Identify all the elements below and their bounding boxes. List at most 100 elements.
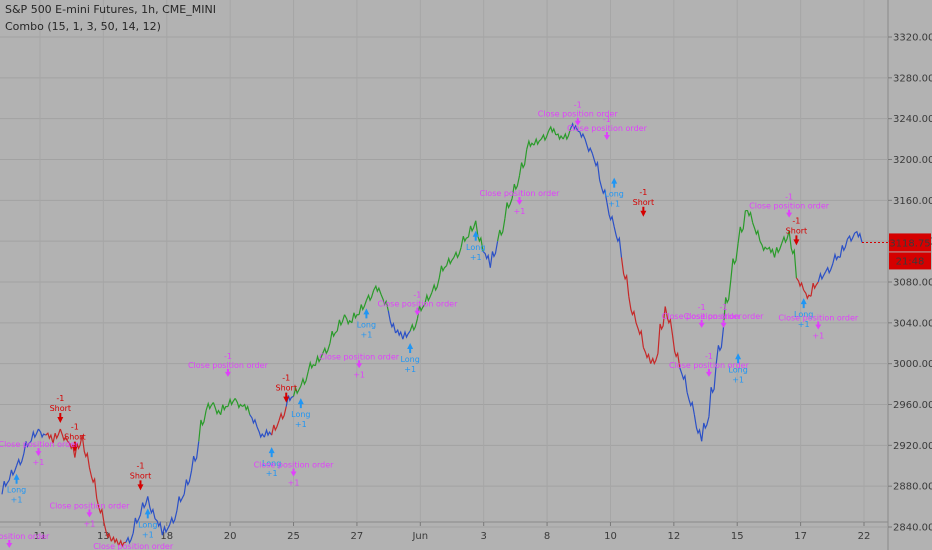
price-segment	[110, 535, 120, 546]
price-segment	[336, 314, 346, 332]
price-segment	[650, 353, 659, 366]
price-segment	[686, 392, 695, 415]
y-tick-label: 2840.00	[893, 523, 932, 534]
price-segment	[431, 277, 440, 293]
x-tick-label: 13	[97, 531, 110, 542]
price-segment	[205, 401, 214, 411]
price-segment	[846, 232, 856, 243]
price-segment	[409, 318, 419, 332]
x-tick-label: 27	[351, 531, 364, 542]
price-segment	[497, 218, 506, 242]
price-segment	[380, 294, 389, 311]
close-qty-label: -1	[720, 303, 728, 312]
price-segment	[59, 428, 69, 442]
long-qty-label: +1	[470, 253, 482, 262]
price-segment	[45, 432, 54, 444]
price-segment	[839, 238, 849, 258]
long-arrow-icon	[13, 473, 20, 484]
close-order-label: Close position order	[0, 532, 50, 541]
price-segment	[438, 265, 447, 279]
price-segment	[351, 312, 360, 323]
x-tick-label: 18	[160, 531, 173, 542]
close-arrow-icon	[705, 368, 712, 377]
price-segment	[271, 420, 280, 436]
y-tick-label: 3320.00	[893, 33, 932, 44]
short-qty-label: -1	[136, 461, 144, 470]
close-order-label: Close position order	[662, 312, 743, 321]
price-segment	[118, 539, 127, 548]
price-segment	[577, 130, 586, 140]
long-label: Long	[357, 320, 376, 329]
price-segment	[139, 496, 149, 515]
price-segment	[416, 304, 426, 319]
price-segment	[278, 406, 287, 422]
countdown-badge	[889, 252, 931, 270]
price-segment	[555, 133, 564, 141]
price-segment	[365, 289, 375, 302]
close-qty-label: +1	[288, 479, 300, 488]
countdown-label: 21:48	[896, 256, 925, 267]
price-segment	[504, 198, 513, 219]
price-segment	[67, 440, 76, 458]
close-order-label: Close position order	[669, 361, 750, 370]
price-segment	[489, 241, 499, 268]
price-segment	[642, 347, 652, 364]
price-segment	[373, 284, 382, 295]
price-segment	[242, 403, 251, 415]
close-order-label: Close position order	[778, 314, 859, 323]
long-qty-label: +1	[798, 320, 810, 329]
price-segment	[825, 263, 834, 275]
x-tick-label: 17	[794, 531, 807, 542]
close-qty-label: +1	[84, 519, 96, 528]
close-arrow-icon	[35, 448, 42, 457]
y-tick-label: 2960.00	[893, 400, 932, 411]
price-segment	[679, 367, 688, 393]
short-arrow-icon	[137, 480, 144, 491]
price-segment	[176, 494, 185, 511]
close-qty-label: -1	[705, 352, 713, 361]
price-segment	[37, 428, 46, 439]
price-segment	[664, 306, 674, 336]
close-arrow-icon	[224, 368, 231, 377]
price-segment	[569, 122, 579, 132]
x-tick-label: 3	[481, 531, 487, 542]
price-segment	[745, 209, 754, 223]
price-segment	[424, 291, 433, 305]
price-segment	[30, 428, 39, 442]
price-segment	[795, 277, 805, 291]
x-tick-label: 8	[544, 531, 550, 542]
indicator-title: Combo (15, 1, 3, 50, 14, 12)	[5, 20, 161, 33]
price-segment	[23, 440, 32, 454]
short-label: Short	[633, 198, 654, 207]
price-segment	[701, 416, 710, 442]
close-arrow-icon	[603, 132, 610, 140]
price-segment	[518, 149, 528, 176]
price-segment	[234, 398, 243, 410]
short-qty-label: -1	[792, 216, 800, 225]
y-tick-label: 3240.00	[893, 114, 932, 125]
price-segment	[263, 428, 273, 438]
price-segment	[446, 256, 455, 266]
price-segment	[147, 496, 156, 519]
price-segment	[766, 246, 776, 258]
price-segment	[562, 128, 572, 141]
close-order-label: Close position order	[684, 312, 765, 321]
close-order-label: Close position order	[567, 124, 648, 133]
long-arrow-icon	[297, 398, 304, 409]
long-arrow-icon	[611, 177, 618, 188]
long-label: Long	[138, 520, 157, 529]
price-segment	[395, 328, 404, 340]
price-segment	[227, 397, 236, 407]
price-segment	[628, 296, 637, 323]
price-segment	[613, 226, 623, 258]
price-segment	[198, 410, 207, 442]
price-segment	[183, 470, 193, 495]
price-segment	[329, 330, 338, 344]
price-segment	[125, 532, 134, 545]
price-segment	[212, 402, 222, 416]
price-segment	[657, 306, 666, 354]
short-qty-label: -1	[56, 394, 64, 403]
close-order-label: Close position order	[254, 461, 335, 470]
